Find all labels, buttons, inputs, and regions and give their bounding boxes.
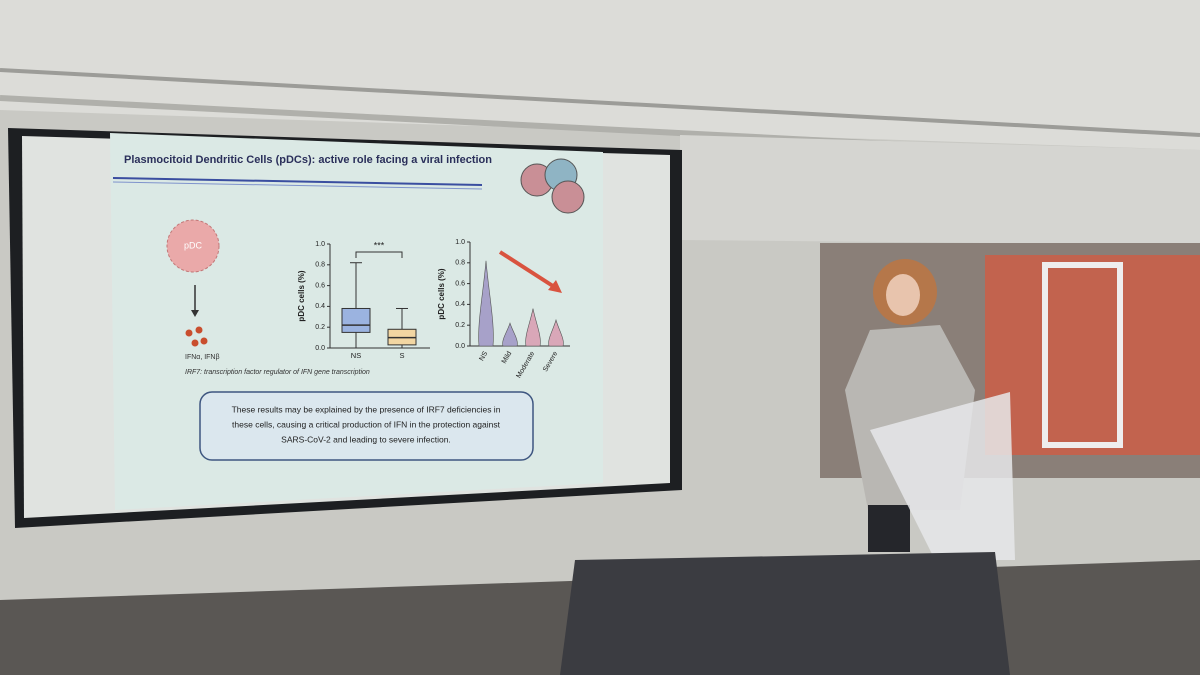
- virus-icon: [551, 180, 585, 214]
- trend-arrow-head: [548, 280, 562, 293]
- box: [341, 307, 371, 333]
- conclusion-box: [199, 391, 534, 461]
- pdc-label: pDC: [184, 240, 203, 250]
- conclusion-line: these cells, causing a critical producti…: [232, 419, 501, 429]
- x-tick-label: NS: [478, 350, 489, 362]
- table: [560, 552, 1010, 675]
- x-tick-label: S: [399, 351, 404, 360]
- slide-title: Plasmocitoid Dendritic Cells (pDCs): act…: [124, 154, 492, 166]
- y-tick-label: 0.2: [455, 322, 465, 329]
- window-bars: [1042, 262, 1123, 448]
- violin: [525, 308, 541, 347]
- conclusion-line: SARS-CoV-2 and leading to severe infecti…: [281, 434, 451, 444]
- y-tick-label: 0.8: [315, 262, 325, 269]
- trousers: [868, 505, 910, 552]
- beam: [680, 135, 1200, 245]
- charts: 0.0 0.2 0.4 0.6 0.8 1.0 pDC cells (%) NS S *** 0.0…: [297, 239, 570, 380]
- y-tick-label: 0.6: [315, 282, 325, 289]
- ceiling-rail: [0, 68, 1200, 137]
- y-axis-label: pDC cells (%): [297, 270, 306, 321]
- violin: [502, 322, 518, 347]
- caption: IRF7: transcription factor regulator of …: [185, 369, 370, 376]
- significance: ***: [374, 240, 385, 250]
- cytokine-label: IFNα, IFNβ: [185, 354, 220, 361]
- violin: [478, 260, 494, 347]
- title-underline: [112, 181, 483, 190]
- podium: [870, 392, 1015, 560]
- trend-arrow: [498, 250, 558, 290]
- face: [886, 274, 920, 316]
- significance-bracket: [355, 251, 403, 258]
- conclusion-line: These results may be explained by the pr…: [232, 404, 501, 414]
- y-tick-label: 0.0: [455, 343, 465, 350]
- y-tick-label: 1.0: [455, 239, 465, 246]
- x-tick-label: NS: [351, 351, 361, 360]
- y-tick-label: 0.4: [455, 301, 465, 308]
- cytokine-dot: [185, 329, 193, 337]
- y-tick-label: 0.8: [455, 260, 465, 267]
- y-tick-label: 0.4: [315, 303, 325, 310]
- y-tick-label: 0.0: [315, 345, 325, 352]
- y-tick-label: 1.0: [315, 241, 325, 248]
- cytokine-dot: [191, 339, 199, 347]
- cytokine-dot: [200, 337, 208, 345]
- y-tick-label: 0.2: [315, 324, 325, 331]
- window-view: [985, 255, 1200, 455]
- violin: [548, 318, 564, 347]
- arrow-head: [191, 310, 199, 317]
- cytokine-dot: [195, 326, 203, 334]
- title-underline: [112, 177, 483, 186]
- conclusion: These results may be explained by the pr…: [232, 404, 501, 444]
- y-tick-label: 0.6: [455, 280, 465, 287]
- y-axis-label: pDC cells (%): [437, 268, 446, 319]
- pdc-cell: [166, 219, 220, 273]
